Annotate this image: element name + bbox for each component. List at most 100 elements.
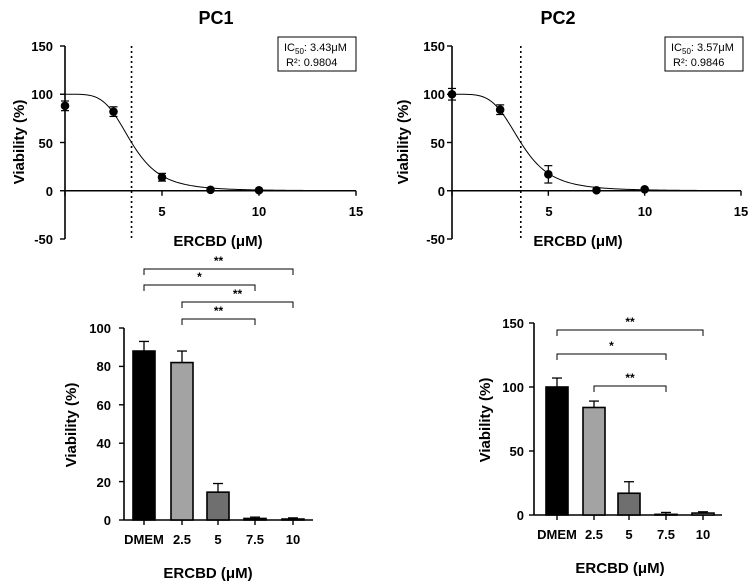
pc2-ic50-text: IC50: 3.57μM <box>671 42 734 56</box>
pc1-bar-y-title: Viability (%) <box>63 383 80 468</box>
pc1-bar-sig-bracket-0 <box>143 268 294 275</box>
pc1-bar-bar-2 <box>206 491 230 521</box>
pc1-bar-panel: Viability (%) ERCBD (μM) 100 80 60 40 20… <box>63 254 313 582</box>
pc1-curve-point-2 <box>157 172 167 182</box>
pc1-bar-xtick-2-5: 2.5 <box>173 532 191 547</box>
pc1-curve-ytick-0: 0 <box>46 184 53 199</box>
pc1-bar-y-ticks: 100 80 60 40 20 0 <box>89 321 111 528</box>
pc1-bar-xtick-10: 10 <box>286 532 300 547</box>
pc1-curve-ytick-neg50: -50 <box>34 232 53 247</box>
pc2-bar-xtick-7-5: 7.5 <box>657 527 675 542</box>
pc1-bar-ytick-40: 40 <box>97 436 111 451</box>
pc1-r2-text: R²: 0.9804 <box>286 57 337 69</box>
pc2-curve-point-1 <box>495 105 505 114</box>
pc2-bar-bar-0 <box>545 386 569 516</box>
pc1-bar-x-title: ERCBD (μM) <box>163 565 252 582</box>
pc2-bar-sig-label-0: ** <box>625 315 635 329</box>
pc1-bar-bar-3 <box>243 517 267 521</box>
pc1-stats-frame <box>277 36 357 72</box>
pc2-bar-bar-3 <box>654 513 678 516</box>
pc1-bar-xtick-7-5: 7.5 <box>246 532 264 547</box>
pc2-bar-xtick-10: 10 <box>696 527 710 542</box>
pc1-curve-ytick-50: 50 <box>39 136 53 151</box>
pc2-curve-ytick-150: 150 <box>423 39 445 54</box>
pc1-curve-x-title: ERCBD (μM) <box>173 233 262 250</box>
pc1-bar-ytick-0: 0 <box>104 513 111 528</box>
pc1-curve-point-4 <box>254 185 264 195</box>
pc2-bar-xtick-2-5: 2.5 <box>585 527 603 542</box>
pc2-bar-sig-bracket-2 <box>593 385 667 392</box>
pc2-bar-bar-1 <box>582 406 606 516</box>
pc1-curve-ytick-150: 150 <box>31 39 53 54</box>
pc1-curve-y-title: Viability (%) <box>11 100 28 185</box>
pc2-curve-xtick-5: 5 <box>545 204 552 219</box>
pc2-curve-ytick-0: 0 <box>438 184 445 199</box>
pc1-curve-point-1 <box>109 107 118 116</box>
pc1-bar-sig-label-1: * <box>197 270 202 284</box>
pc1-title: PC1 <box>198 8 233 28</box>
pc1-curve-point-0 <box>60 101 70 111</box>
pc2-bar-bar-4 <box>691 512 715 516</box>
pc1-curve-x-ticks: 5 10 15 <box>158 204 363 219</box>
pc1-curve-point-3 <box>206 185 215 195</box>
pc2-stats-frame <box>664 36 744 72</box>
pc1-curve-xtick-5: 5 <box>158 204 165 219</box>
pc2-bar-ytick-0: 0 <box>517 508 524 523</box>
pc2-curve-ytick-100: 100 <box>423 87 445 102</box>
pc2-bar-sig-label-2: ** <box>625 371 635 385</box>
pc1-bar-ytick-80: 80 <box>97 359 111 374</box>
pc2-curve-point-3 <box>592 185 601 195</box>
pc2-bar-bar-2 <box>617 492 641 516</box>
pc2-curve-xtick-15: 15 <box>734 204 748 219</box>
pc1-stats-box: IC50: 3.43μM R²: 0.9804 <box>277 36 357 72</box>
pc1-bar-x-ticks: DMEM 2.5 5 7.5 10 <box>124 532 300 547</box>
pc1-bar-bar-4 <box>281 518 305 521</box>
pc2-curve-point-4 <box>640 185 649 194</box>
pc2-curve-y-title: Viability (%) <box>395 100 412 185</box>
pc2-bar-sig-label-1: * <box>609 339 614 353</box>
pc2-bar-y-ticks: 150 100 50 0 <box>502 316 524 523</box>
pc1-bar-sig-label-0: ** <box>214 254 224 268</box>
pc2-bar-panel: Viability (%) ERCBD (μM) 150 100 50 0 DM… <box>477 315 722 577</box>
pc1-bar-sig-bracket-3 <box>181 318 256 325</box>
pc2-title: PC2 <box>540 8 575 28</box>
pc2-curve-plot-area <box>447 45 742 240</box>
pc2-curve-point-0 <box>447 89 457 99</box>
pc2-bar-xtick-dmem: DMEM <box>537 527 577 542</box>
pc1-bar-sig-label-3: ** <box>214 304 224 318</box>
pc1-curve-fit-curve <box>65 93 356 192</box>
pc2-curve-point-2 <box>544 170 553 179</box>
pc1-bar-ytick-100: 100 <box>89 321 111 336</box>
pc2-curve-ytick-50: 50 <box>431 136 445 151</box>
pc1-bar-plot-area: ******* <box>119 254 313 525</box>
pc1-bar-ytick-20: 20 <box>97 475 111 490</box>
pc1-bar-sig-bracket-1 <box>143 284 256 291</box>
pc2-curve-xtick-10: 10 <box>638 204 652 219</box>
pc2-bar-ytick-150: 150 <box>502 316 524 331</box>
pc2-curve-ytick-neg50: -50 <box>426 232 445 247</box>
pc2-bar-y-title: Viability (%) <box>477 378 494 463</box>
pc2-bar-sig-bracket-0 <box>556 329 704 336</box>
pc1-bar-xtick-5: 5 <box>214 532 221 547</box>
pc1-bar-sig-bracket-2 <box>181 301 294 308</box>
pc2-bar-xtick-5: 5 <box>625 527 632 542</box>
pc2-curve-y-ticks: 150 100 50 0 -50 <box>423 39 445 247</box>
pc1-curve-plot-area <box>60 45 357 240</box>
pc2-bar-plot-area: ***** <box>529 315 722 520</box>
pc2-curve-fit-curve <box>452 93 741 192</box>
pc2-bar-x-title: ERCBD (μM) <box>575 560 664 577</box>
pc2-bar-ytick-50: 50 <box>510 444 524 459</box>
pc2-curve-x-title: ERCBD (μM) <box>533 233 622 250</box>
pc1-curve-panel: PC1 Viability (%) ERCBD (μM) 150 100 50 … <box>11 8 363 250</box>
pc1-ic50-text: IC50: 3.43μM <box>284 42 347 56</box>
pc1-curve-ytick-100: 100 <box>31 87 53 102</box>
pc1-curve-xtick-10: 10 <box>252 204 266 219</box>
pc2-bar-x-ticks: DMEM 2.5 5 7.5 10 <box>537 527 710 542</box>
pc1-bar-xtick-dmem: DMEM <box>124 532 164 547</box>
pc1-bar-ytick-60: 60 <box>97 398 111 413</box>
pc2-curve-panel: PC2 Viability (%) ERCBD (μM) 150 100 50 … <box>395 8 748 250</box>
pc1-bar-sig-label-2: ** <box>233 287 243 301</box>
pc2-curve-x-ticks: 5 10 15 <box>545 204 748 219</box>
pc1-bar-bar-0 <box>132 350 156 521</box>
